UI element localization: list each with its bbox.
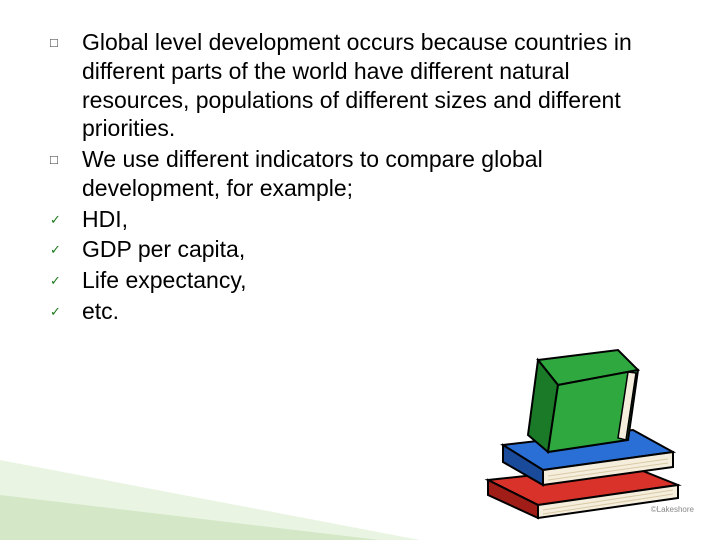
bullet-item: □ We use different indicators to compare… (50, 145, 670, 203)
check-icon: ✓ (50, 205, 82, 228)
check-text: GDP per capita, (82, 235, 670, 264)
bullet-text: Global level development occurs because … (82, 28, 670, 143)
check-item: ✓ Life expectancy, (50, 266, 670, 295)
check-text: Life expectancy, (82, 266, 670, 295)
check-text: etc. (82, 297, 670, 326)
check-item: ✓ GDP per capita, (50, 235, 670, 264)
slide-content: □ Global level development occurs becaus… (50, 28, 670, 328)
check-icon: ✓ (50, 266, 82, 289)
check-text: HDI, (82, 205, 670, 234)
check-item: ✓ HDI, (50, 205, 670, 234)
check-icon: ✓ (50, 297, 82, 320)
bullet-item: □ Global level development occurs becaus… (50, 28, 670, 143)
bullet-text: We use different indicators to compare g… (82, 145, 670, 203)
decorative-wedge (0, 400, 420, 540)
square-bullet-icon: □ (50, 28, 82, 50)
square-bullet-icon: □ (50, 145, 82, 167)
watermark-text: ©Lakeshore (651, 505, 694, 514)
check-item: ✓ etc. (50, 297, 670, 326)
books-illustration (468, 340, 698, 520)
check-icon: ✓ (50, 235, 82, 258)
